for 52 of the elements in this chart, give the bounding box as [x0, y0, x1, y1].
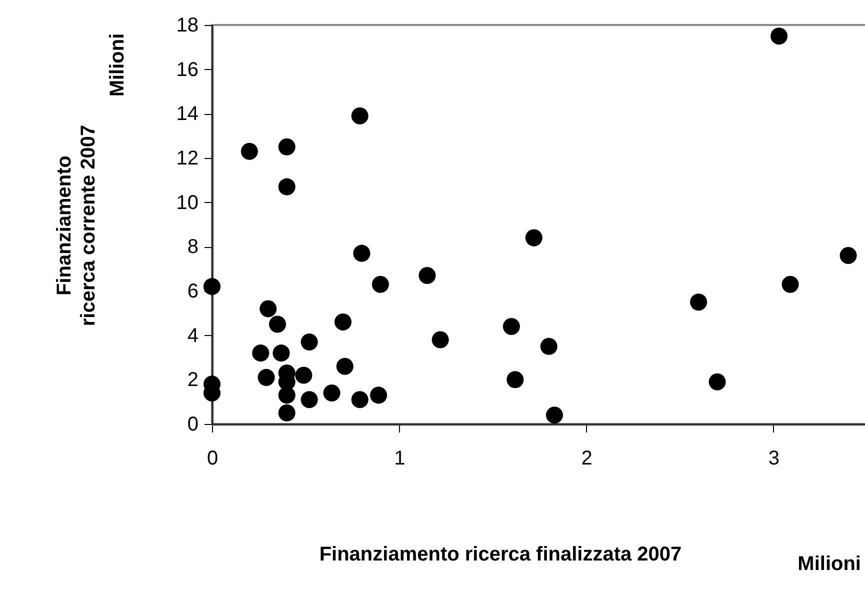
point	[252, 344, 270, 362]
point	[278, 178, 296, 196]
point	[295, 366, 312, 384]
point	[770, 28, 788, 45]
x-axis-title: Finanziamento ricerca finalizzata 2007	[319, 544, 682, 566]
point	[370, 386, 388, 404]
point	[351, 391, 368, 408]
point	[260, 300, 277, 318]
point	[840, 247, 857, 264]
point	[540, 338, 558, 355]
text: Milioni	[798, 553, 861, 576]
y-tick-label: 18	[176, 14, 198, 36]
x-tick-label: 1	[394, 448, 406, 470]
x-tick-label: 3	[768, 448, 780, 470]
point	[300, 333, 318, 350]
point	[546, 406, 563, 424]
point	[323, 384, 340, 402]
point	[372, 276, 389, 293]
y-tick-label: 14	[176, 103, 198, 126]
point	[278, 138, 296, 156]
point	[506, 371, 524, 388]
y-tick-label: 2	[187, 369, 198, 392]
point	[351, 107, 368, 124]
point	[708, 373, 726, 390]
point	[336, 358, 354, 375]
point	[525, 229, 542, 246]
point	[300, 391, 318, 408]
x-tick-label: 2	[581, 448, 592, 470]
y-tick-label: 10	[176, 192, 198, 214]
point	[690, 294, 708, 311]
point	[432, 331, 449, 348]
x-tick-label: 0	[206, 448, 218, 470]
y-axis-title: Finanziamento ricerca corrente 2007	[54, 124, 100, 326]
y-tick-label: 6	[187, 280, 198, 302]
point	[203, 278, 221, 296]
y-tick-label: 4	[187, 324, 198, 347]
y-tick-label: 8	[187, 236, 198, 258]
y-tick-label: 16	[176, 58, 198, 81]
point	[258, 368, 275, 386]
y-tick-label: 12	[176, 148, 198, 170]
point	[502, 318, 520, 335]
point	[334, 314, 352, 331]
point	[782, 276, 799, 293]
point	[418, 266, 436, 284]
point	[278, 386, 296, 404]
point	[268, 316, 286, 333]
point	[353, 244, 370, 262]
point	[278, 404, 296, 422]
y-tick-label: 0	[187, 414, 198, 436]
point	[240, 142, 258, 160]
text: Milioni	[106, 33, 130, 97]
point	[272, 344, 290, 362]
